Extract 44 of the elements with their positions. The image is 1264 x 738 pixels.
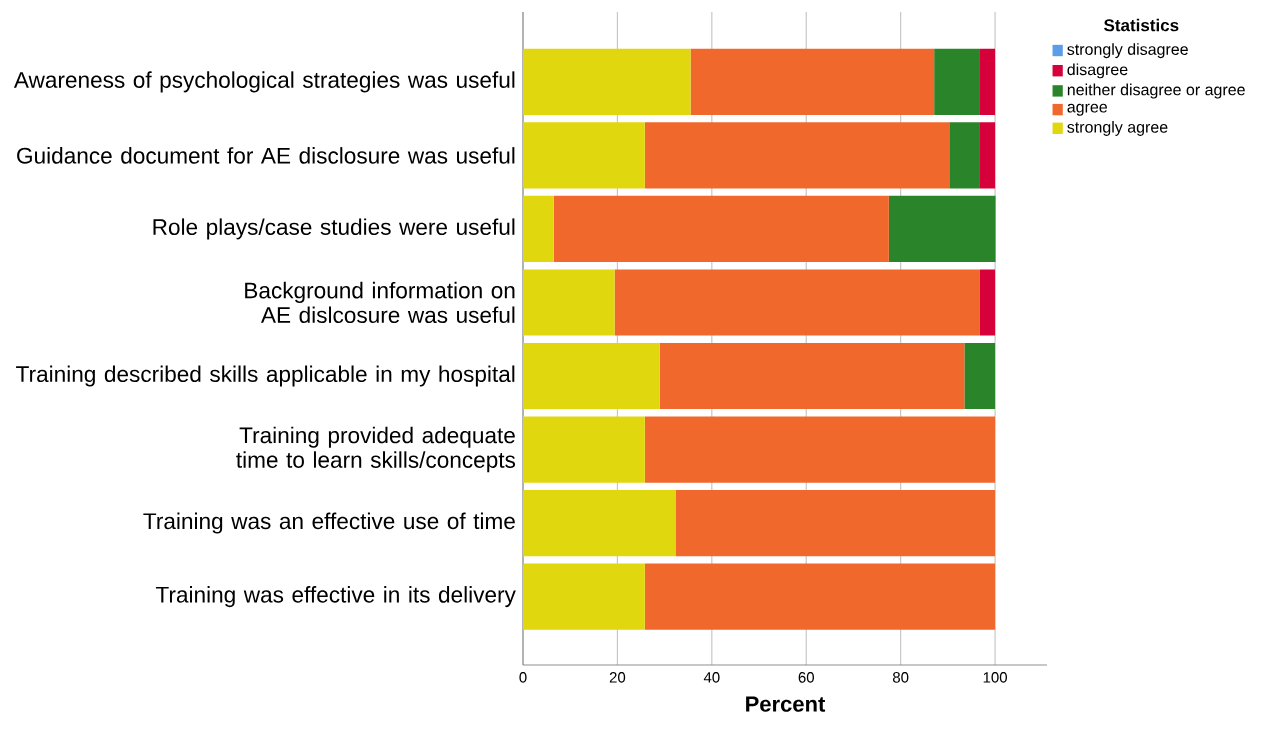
x-tick-label: 40 bbox=[703, 672, 720, 683]
y-tick-label: Background information on AE dislcosure was useful bbox=[245, 281, 515, 324]
bar bbox=[690, 48, 935, 115]
bar bbox=[523, 489, 676, 557]
bar bbox=[675, 489, 996, 557]
bar bbox=[934, 48, 980, 115]
bar bbox=[553, 195, 889, 263]
y-tick-label: Training provided adequate time to learn skills/concepts bbox=[236, 426, 516, 473]
bar bbox=[523, 122, 645, 189]
legend-label: disagree bbox=[1067, 63, 1128, 79]
bar bbox=[523, 342, 660, 410]
x-tick-label: 80 bbox=[892, 672, 909, 683]
x-tick-label: 100 bbox=[983, 672, 1007, 683]
y-tick-label: Training was an effective use of time bbox=[143, 512, 515, 534]
y-tick-label: Role plays/case studies were useful bbox=[153, 218, 515, 240]
bar bbox=[523, 195, 554, 263]
x-tick-label: 20 bbox=[609, 672, 626, 683]
x-axis-title: Percent bbox=[746, 696, 826, 712]
legend-label: strongly agree bbox=[1067, 120, 1168, 136]
bar bbox=[979, 48, 996, 115]
bar bbox=[964, 342, 996, 410]
bar bbox=[523, 416, 645, 483]
bar bbox=[614, 269, 980, 336]
bar bbox=[644, 122, 950, 189]
x-tick-label: 60 bbox=[798, 672, 814, 683]
y-tick-label: Training described skills applicable in my hospital bbox=[16, 365, 515, 387]
bar bbox=[523, 269, 615, 336]
bar bbox=[979, 269, 996, 336]
bar bbox=[659, 342, 965, 410]
x-tick-label: 0 bbox=[519, 672, 527, 683]
y-tick-label: Training was effective in its delivery bbox=[155, 586, 516, 608]
legend-title: Statistics bbox=[1104, 18, 1179, 32]
bar bbox=[523, 563, 645, 630]
bar bbox=[644, 416, 996, 483]
legend-label: strongly disagree bbox=[1067, 43, 1188, 59]
bar bbox=[979, 122, 996, 189]
bar bbox=[523, 48, 691, 115]
bar bbox=[949, 122, 980, 189]
legend-label: neither disagree or agree bbox=[1067, 83, 1245, 99]
legend-label: agree bbox=[1067, 103, 1107, 116]
y-tick-label: Awareness of psychological strategies was useful bbox=[13, 71, 515, 93]
bar bbox=[888, 195, 996, 263]
y-tick-label: Guidance document for AE disclosure was useful bbox=[17, 147, 515, 164]
bar bbox=[644, 563, 996, 630]
